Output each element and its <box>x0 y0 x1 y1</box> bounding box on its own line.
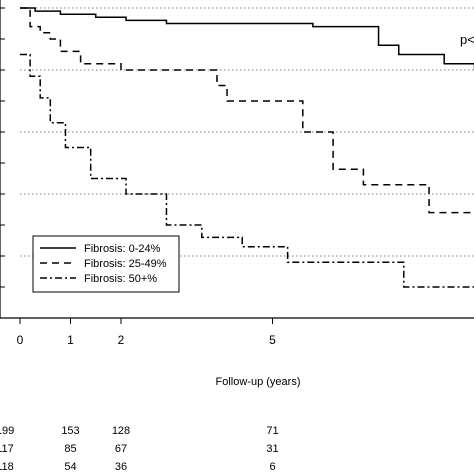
x-tick-label: 5 <box>269 333 276 347</box>
x-tick-label: 0 <box>17 333 24 347</box>
risk-table-cell: 67 <box>115 443 127 455</box>
series-line <box>20 7 474 214</box>
risk-table-cell: 85 <box>64 443 76 455</box>
x-axis-label: Follow-up (years) <box>216 376 301 388</box>
survival-curves <box>20 7 474 288</box>
gridlines <box>20 7 474 257</box>
p-value-label: p< <box>460 32 474 47</box>
x-tick-label: 1 <box>67 333 74 347</box>
risk-table-cell: 199 <box>0 425 14 437</box>
risk-table-cell: 36 <box>115 461 127 473</box>
axes: 0 1 2 5 <box>0 0 474 347</box>
legend-label: Fibrosis: 50+% <box>84 273 157 285</box>
risk-table-cell: 31 <box>266 443 278 455</box>
x-tick-label: 2 <box>118 333 125 347</box>
series-line <box>20 7 474 71</box>
risk-table-cell: 6 <box>269 461 275 473</box>
series-line <box>20 53 474 288</box>
legend: Fibrosis: 0-24% Fibrosis: 25-49% Fibrosis:… <box>32 235 180 293</box>
risk-table-cell: 117 <box>0 443 14 455</box>
legend-label: Fibrosis: 25-49% <box>84 258 167 270</box>
risk-table-cell: 153 <box>61 425 79 437</box>
risk-table-cell: 118 <box>0 461 14 473</box>
risk-table: 199 153 128 71 117 85 67 31 118 54 36 6 <box>0 425 279 473</box>
risk-table-cell: 128 <box>112 425 130 437</box>
legend-box <box>32 235 180 293</box>
risk-table-cell: 71 <box>266 425 278 437</box>
risk-table-cell: 54 <box>64 461 76 473</box>
legend-label: Fibrosis: 0-24% <box>84 243 161 255</box>
